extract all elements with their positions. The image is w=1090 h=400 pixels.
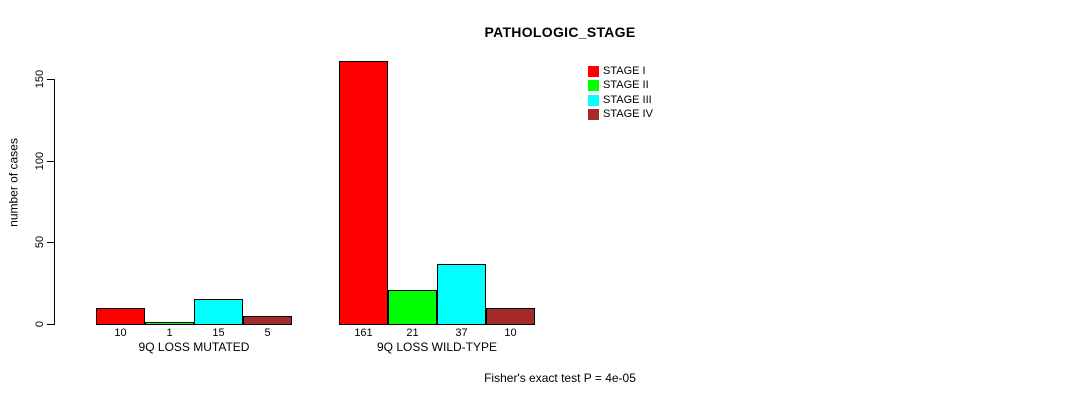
bar-value-label: 15 bbox=[212, 327, 225, 339]
legend-item: STAGE II bbox=[588, 79, 653, 92]
bar bbox=[339, 61, 388, 325]
legend-label: STAGE IV bbox=[603, 108, 653, 121]
legend-item: STAGE I bbox=[588, 66, 653, 77]
y-tick bbox=[47, 324, 54, 325]
x-category-label: 9Q LOSS WILD-TYPE bbox=[376, 340, 498, 354]
bar bbox=[388, 290, 437, 325]
legend-item: STAGE III bbox=[588, 93, 653, 106]
bar bbox=[486, 308, 535, 325]
bar-value-label: 10 bbox=[114, 327, 127, 339]
y-tick-label: 0 bbox=[33, 320, 46, 328]
legend-label: STAGE II bbox=[603, 79, 649, 92]
y-tick-label: 100 bbox=[33, 151, 46, 171]
x-category-label: 9Q LOSS MUTATED bbox=[138, 340, 250, 354]
y-tick bbox=[47, 242, 54, 243]
y-tick bbox=[47, 79, 54, 80]
fisher-test-note: Fisher's exact test P = 4e-05 bbox=[484, 371, 636, 385]
bar bbox=[145, 322, 194, 325]
bar-value-label: 1 bbox=[166, 327, 173, 339]
legend: STAGE I STAGE II STAGE III STAGE IV bbox=[588, 66, 653, 124]
y-tick-label: 50 bbox=[33, 235, 46, 249]
bar-value-label: 161 bbox=[354, 327, 373, 339]
y-axis-line bbox=[54, 79, 55, 325]
legend-swatch-icon bbox=[588, 94, 599, 106]
legend-label: STAGE I bbox=[603, 65, 646, 77]
bar bbox=[243, 316, 292, 325]
legend-swatch-icon bbox=[588, 109, 599, 121]
y-tick bbox=[47, 161, 54, 162]
y-tick-label: 150 bbox=[33, 69, 46, 89]
legend-swatch-icon bbox=[588, 80, 599, 92]
legend-label: STAGE III bbox=[603, 93, 652, 106]
bar bbox=[96, 308, 145, 325]
legend-item: STAGE IV bbox=[588, 108, 653, 121]
legend-swatch-icon bbox=[588, 66, 599, 77]
bar-value-label: 21 bbox=[406, 327, 419, 339]
chart-title: PATHOLOGIC_STAGE bbox=[484, 24, 636, 40]
bar bbox=[194, 299, 243, 325]
bar bbox=[437, 264, 486, 325]
bar-value-label: 37 bbox=[455, 327, 468, 339]
bar-value-label: 5 bbox=[264, 327, 271, 339]
y-axis-label: number of cases bbox=[6, 138, 21, 227]
bar-value-label: 10 bbox=[504, 327, 517, 339]
